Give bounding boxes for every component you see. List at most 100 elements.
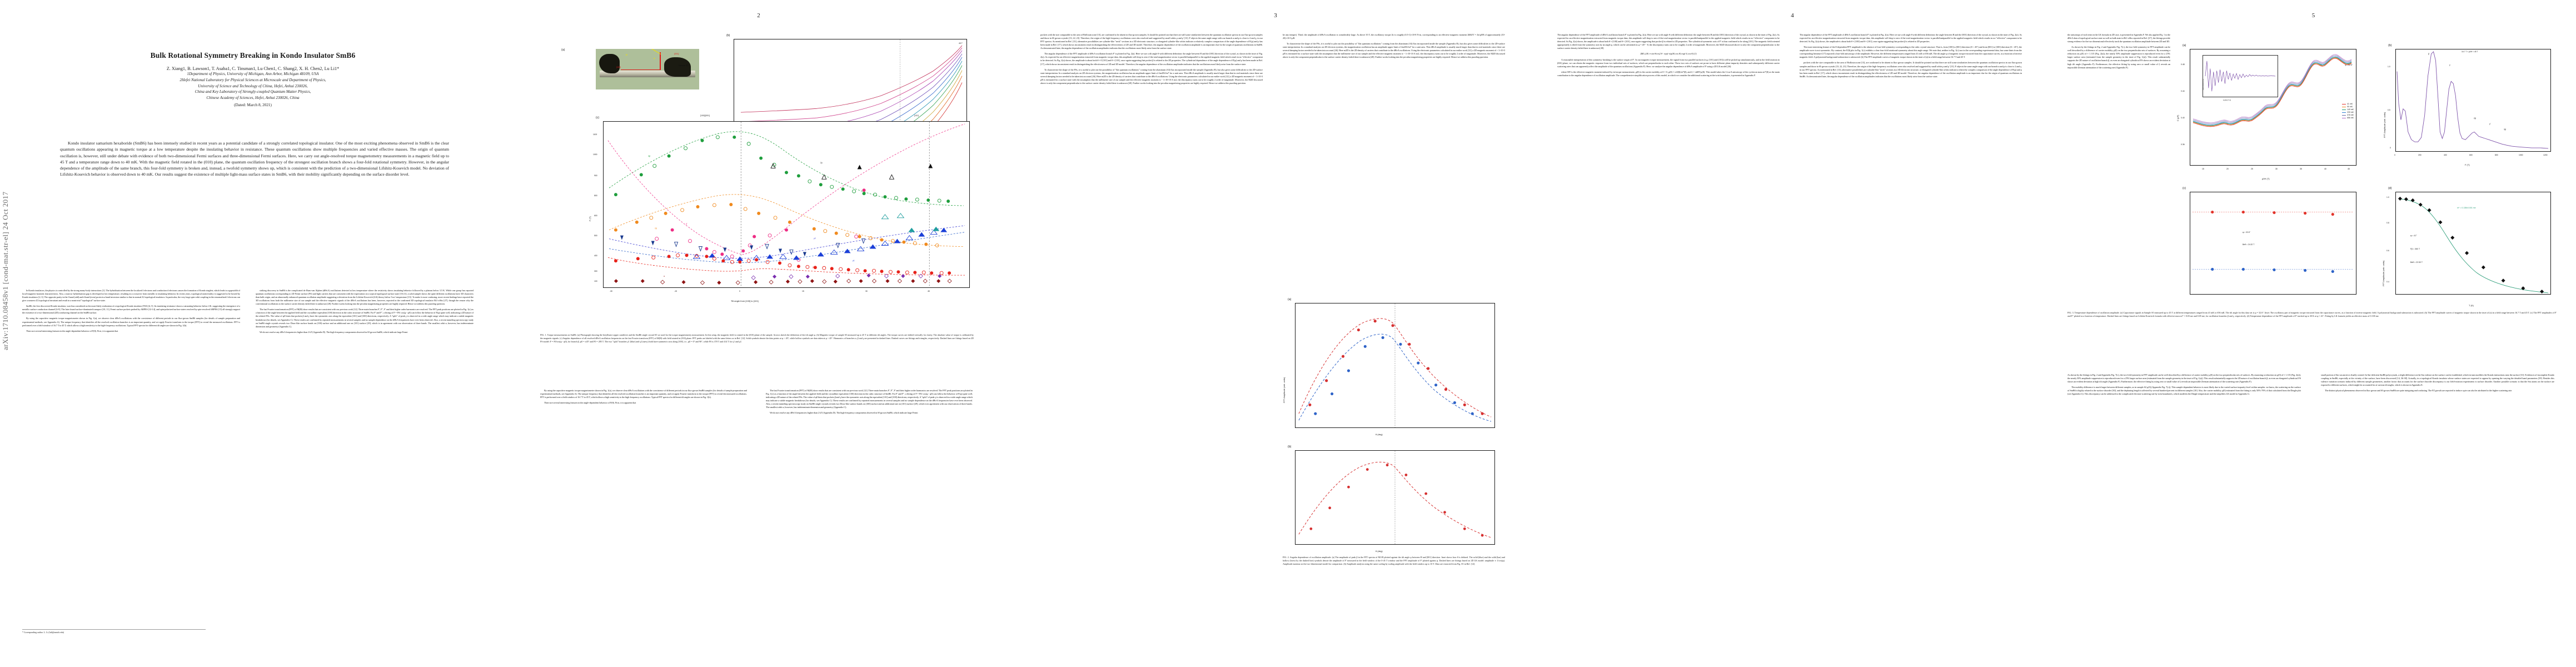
page-number: 2 <box>757 12 760 19</box>
label-sample: Sample S5 <box>678 64 689 67</box>
paragraph: A reasonable interpretation of this symm… <box>1557 58 1780 68</box>
paragraph: small portion of Sm vacancies is finally… <box>2321 374 2554 387</box>
title-block: Bulk Rotational Symmetry Breaking in Kon… <box>22 51 484 107</box>
paragraph: As shown by the fittings in Fig. 2 and A… <box>2067 374 2301 384</box>
page5-column-left-bottom: As shown by the fittings in Fig. 2 and A… <box>2067 374 2301 646</box>
fig3c-axes: φ = 32.6° Beff = 24.32 T <box>2190 192 2356 295</box>
equation: ΔM⊥(θ) ∝ sin θ/cos2 θ · exp(-π/μ(θ) cos … <box>1640 52 1697 56</box>
fig3c-points <box>2192 211 2354 273</box>
fig3a-xtick: 15 <box>2202 168 2204 170</box>
fig2-caption: FIG. 2. Angular dependence of oscillatio… <box>1283 556 1505 565</box>
fig2a-ylabel: FFT Amplitude (arb. units) <box>1283 377 1285 403</box>
fig3a-panel: (a) τosc (1 <box>2176 44 2356 180</box>
fig3b-ytick: 1.0 <box>2388 66 2390 68</box>
legend-label: 656 mK <box>2346 117 2354 119</box>
paragraph: There are several interesting features i… <box>26 329 118 332</box>
fig3a-xlabel: μ0H (T) <box>2262 177 2270 180</box>
fig1c-top-label-right: [101] <box>914 115 919 117</box>
affiliation-2: 2Hefei National Laboratory for Physical … <box>180 77 326 82</box>
fig1c-ytick: 300 <box>594 270 597 272</box>
crystal-right <box>664 57 691 77</box>
fig1c-series-label-2beta: 2β <box>655 227 657 230</box>
fig3b-xlabel: F (T) <box>2465 163 2470 166</box>
legend-item: 90 mK <box>2341 106 2354 108</box>
abstract-text: Kondo insulator samarium hexaboride (SmB… <box>60 141 449 177</box>
fig1c-panel: (c) [100]/[001] [101] <box>589 115 970 302</box>
page-2: 2 (a) [001] [100] H φ Sample S5 (b) <box>500 0 1017 667</box>
page-number: 3 <box>1274 12 1277 19</box>
fig3b-xtick: 1200 <box>2543 154 2548 156</box>
fig3c-annotation-phi: φ = 32.6° <box>2243 231 2251 233</box>
fig3a-xtick: 25 <box>2251 168 2253 170</box>
fig3a-xtick: 40 <box>2324 168 2326 170</box>
crystal-left <box>599 53 620 73</box>
fig1c-ytick: 900 <box>594 175 597 177</box>
dated-line: (Dated: March 8, 2021) <box>234 102 272 107</box>
fig3a-inset: τosc (10-8 N·m) 1/μ0H (T-1) <box>2202 55 2278 101</box>
fig3b-ylabel: FFT Amplitude (arb. units) <box>2383 112 2386 138</box>
fig1c-series-label-gamma1: γ1 <box>853 260 855 262</box>
paragraph: The fast Fourier transformation (FFT) of… <box>766 389 973 409</box>
fig3c-panel: (c) <box>2183 187 2356 295</box>
paragraph: The distinct physical phenomena observed… <box>2325 389 2513 392</box>
page-3: 3 pockets with the size comparable to th… <box>1017 0 1534 667</box>
fig1b-label: (b) <box>726 34 730 37</box>
fig1c-series-label-2gamma: 2γ <box>820 162 823 164</box>
fig3d-axes: m* = 0.138±0.001 me φ = 41° Fβ = 360 T B… <box>2395 192 2551 295</box>
paragraph: By using the capacitive magnetic torque … <box>540 389 747 399</box>
label-phi: φ <box>654 57 655 59</box>
paragraph: be any integer). Third, the amplitude of… <box>1283 33 1505 40</box>
fig1c-series-label-beta: β <box>813 266 814 268</box>
legend-item: 41 mK <box>2341 103 2354 105</box>
fig3d-annotation-B: Beff = 22.50 T <box>2410 261 2423 263</box>
page4-column-left: The angular dependence of the FFT amplit… <box>1557 33 1780 639</box>
fig3d-lkfit <box>2398 196 2549 294</box>
fig3b-peak-beta: β <box>2428 53 2430 55</box>
paragraph: SmB6, the first discovered Kondo insulat… <box>22 305 240 315</box>
fig3b-label: (b) <box>2388 44 2392 47</box>
fig1c-xtick: -15 <box>674 290 677 292</box>
axis-100 <box>620 69 660 70</box>
fig2b-xlabel: θ (deg) <box>1376 550 1383 552</box>
fig3a-xtick: 45 <box>2348 168 2350 170</box>
page4-column-right: The angular dependence of the FFT amplit… <box>1800 33 2022 639</box>
fig2b-axes <box>1295 450 1495 545</box>
fig2a-xlabel: θ (deg) <box>1376 433 1383 436</box>
author-list: Z. Xiang1, B. Lawson1, T. Asaba1, C. Tin… <box>166 66 340 71</box>
fig3b-xtick: 400 <box>2444 154 2447 156</box>
fig3a-ylabel: C (pF) <box>2176 115 2179 121</box>
fig3d-xlabel: T (K) <box>2469 304 2474 307</box>
page1-column-left: In Kondo insulators, the physics is cont… <box>22 289 240 645</box>
fig1c-ytick: 400 <box>594 255 597 257</box>
page-number: 4 <box>1791 12 1794 19</box>
fig3d-ylabel: FFT Amplitude (arb. units) <box>2382 260 2385 286</box>
fig1c-series-label-alpha: α <box>664 275 665 277</box>
fig3b-xtick: 800 <box>2495 154 2498 156</box>
paragraph: There are several interesting features i… <box>544 401 636 405</box>
legend-item: 378 mK <box>2341 114 2354 116</box>
paragraph: where MT is the effective magnetic momen… <box>1557 70 1780 77</box>
fig1c-xtick: 45 <box>928 290 930 292</box>
fig3c-annotation-beff: Beff = 24.32 T <box>2243 243 2255 246</box>
paragraph: We do not resolve any dHvA frequencies h… <box>260 330 408 334</box>
paragraph: The angular dependence of the FFT amplit… <box>1040 52 1263 66</box>
fig3a-xtick: 20 <box>2226 168 2229 170</box>
fig1c-series-label-3beta: 3β <box>648 155 651 157</box>
fig3a-inset-curve <box>2205 61 2276 92</box>
fig3d-annotation-phi: φ = 41° <box>2410 235 2417 237</box>
affiliation-4: China and Key Laboratory of Strongly-cou… <box>195 89 311 94</box>
paragraph: the anisotropy of each term in the LK fo… <box>2067 33 2170 43</box>
fig3b-peak-gamma: γ <box>2449 64 2450 66</box>
fig1c-axes: 3β 2γ 2β β' γ2 γ1 β α <box>603 121 970 288</box>
fig3a-ytick: 0.48 <box>2181 63 2185 66</box>
fig2a-label: (a) <box>1288 298 1292 301</box>
fig1b-annotation: 45 T <box>958 42 963 44</box>
cantilever <box>600 71 695 78</box>
paragraph: The most interesting feature of the θ-de… <box>1800 46 2022 59</box>
fig2b-curves <box>1298 451 1492 544</box>
fig3d-annotation-F: Fβ = 360 T <box>2410 248 2420 250</box>
fig1c-ytick: 100 <box>594 280 597 282</box>
fig1c-xlabel: Tilt angle from [100] to [101] <box>731 300 759 302</box>
legend-label: 239 mK <box>2346 111 2354 113</box>
page-5: 5 the anisotropy of each term in the LK … <box>2051 0 2576 667</box>
